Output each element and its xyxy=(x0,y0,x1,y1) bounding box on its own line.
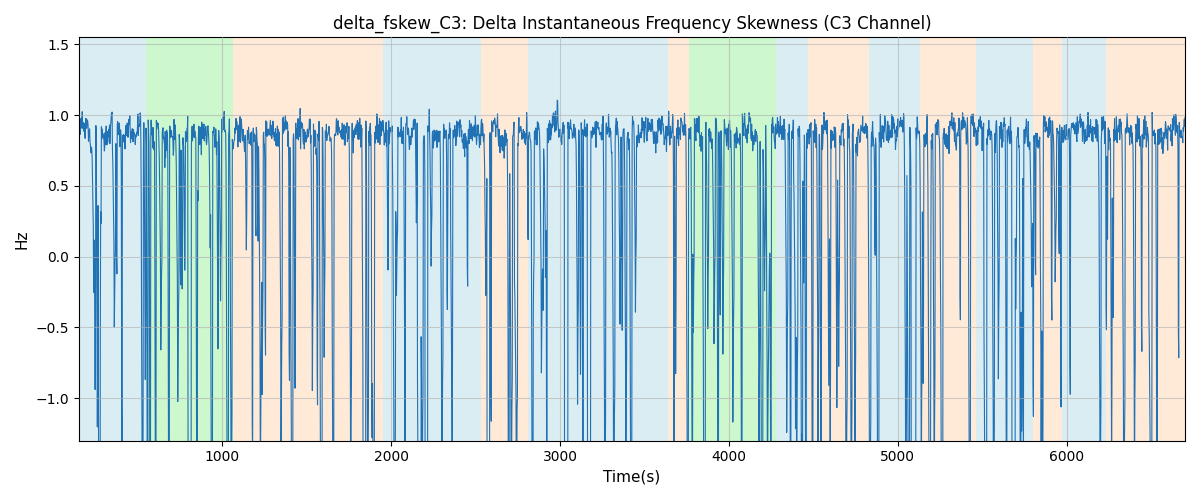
Bar xyxy=(146,38,233,440)
Bar xyxy=(809,38,869,440)
X-axis label: Time(s): Time(s) xyxy=(604,470,660,485)
Bar xyxy=(689,38,776,440)
Bar xyxy=(481,38,528,440)
Bar xyxy=(528,38,668,440)
Y-axis label: Hz: Hz xyxy=(14,230,30,249)
Bar xyxy=(920,38,976,440)
Bar xyxy=(869,38,920,440)
Bar xyxy=(383,38,481,440)
Bar xyxy=(668,38,689,440)
Bar xyxy=(976,38,1033,440)
Bar xyxy=(776,38,809,440)
Bar xyxy=(233,38,383,440)
Bar xyxy=(1105,38,1186,440)
Bar xyxy=(1062,38,1105,440)
Bar xyxy=(1033,38,1062,440)
Bar xyxy=(79,38,146,440)
Title: delta_fskew_C3: Delta Instantaneous Frequency Skewness (C3 Channel): delta_fskew_C3: Delta Instantaneous Freq… xyxy=(332,15,931,34)
